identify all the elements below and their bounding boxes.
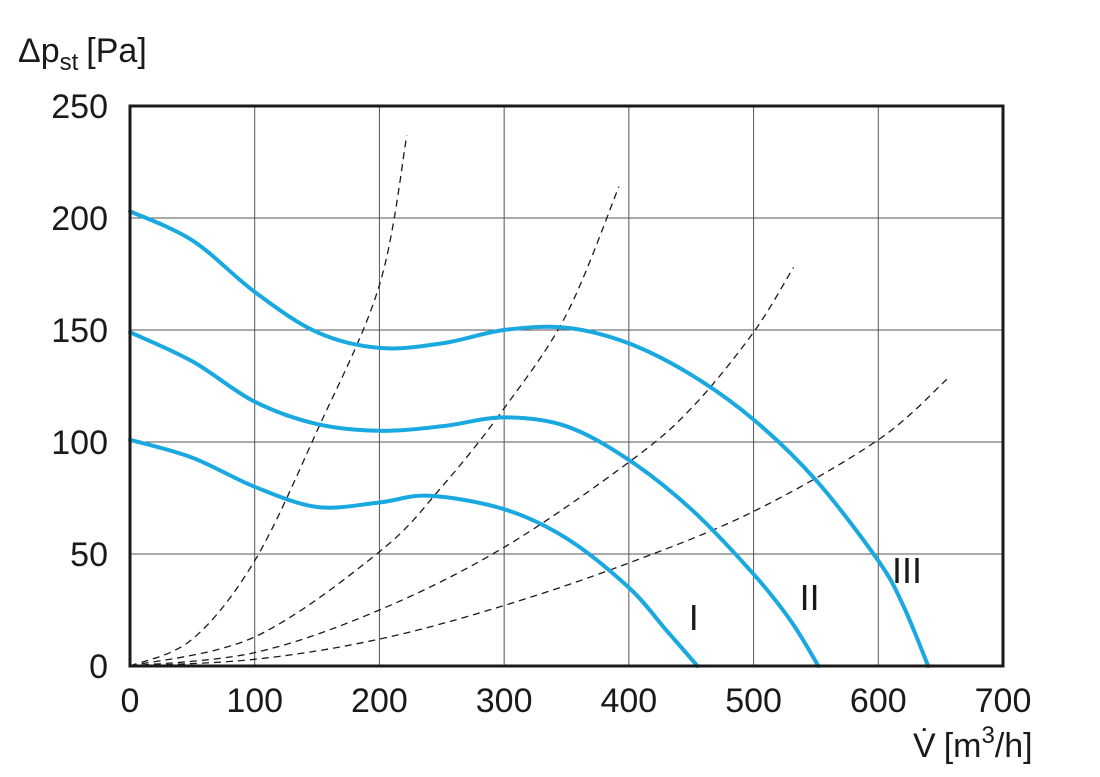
y-axis-symbol: Δp (18, 32, 60, 70)
y-tick-label: 150 (51, 312, 108, 350)
system-curve-6 (129, 378, 948, 667)
x-tick-label: 600 (850, 682, 907, 720)
y-tick-label: 250 (51, 88, 108, 126)
x-tick-label: 400 (600, 682, 657, 720)
y-axis-title: Δpst [Pa] (18, 32, 147, 76)
x-tick-label: 500 (725, 682, 782, 720)
fan-curve-II (128, 330, 821, 668)
fan-curve-III (128, 209, 931, 668)
y-tick-label: 50 (70, 536, 108, 574)
x-tick-label: 200 (351, 682, 408, 720)
x-tick-label: 300 (476, 682, 533, 720)
x-tick-labels: 0 100 200 300 400 500 600 700 (121, 682, 1032, 720)
curve-label-III: III (892, 550, 922, 591)
y-tick-labels: 0 50 100 150 200 250 (51, 88, 108, 686)
y-tick-label: 200 (51, 200, 108, 238)
grid (130, 106, 1003, 666)
y-axis-unit: [Pa] (86, 32, 146, 70)
curve-label-I: I (689, 597, 699, 638)
system-curve-3 (129, 134, 408, 667)
x-axis-unit-sup: 3 (981, 722, 994, 749)
curve-label-II: II (800, 577, 820, 618)
y-tick-label: 0 (89, 648, 108, 686)
y-tick-label: 100 (51, 424, 108, 462)
x-tick-label: 100 (226, 682, 283, 720)
system-curves (129, 134, 948, 667)
x-axis-title: V̇ [m3/h] (913, 722, 1033, 765)
system-curve-5 (129, 266, 795, 667)
y-axis-subscript: st (60, 49, 79, 76)
plot-frame (128, 104, 1005, 668)
x-tick-label: 700 (975, 682, 1032, 720)
system-curve-4 (129, 186, 620, 667)
x-axis-symbol: V̇ (913, 727, 936, 765)
x-tick-label: 0 (121, 682, 140, 720)
fan-curves (128, 209, 931, 668)
x-axis-unit-close: /h] (995, 727, 1033, 765)
x-axis-unit-open: [m (944, 727, 982, 765)
fan-curve-I (128, 437, 700, 668)
